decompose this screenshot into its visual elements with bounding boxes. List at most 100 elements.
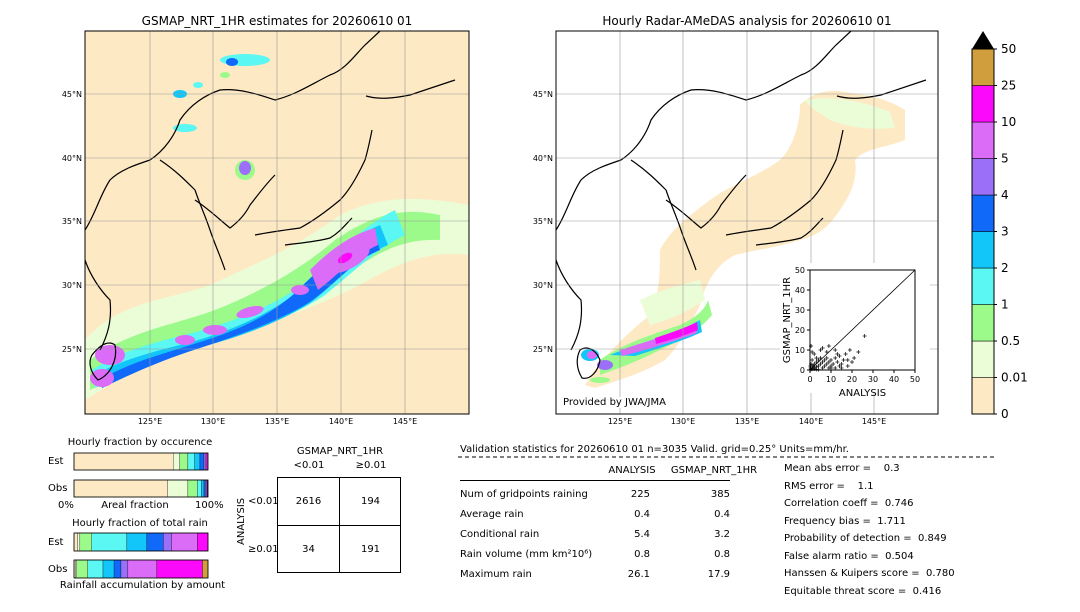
colorbar-extend-triangle <box>972 31 994 49</box>
scatter-point <box>829 358 833 362</box>
colorbar-segment <box>971 158 995 196</box>
colorbar-tick-label: 5 <box>1001 152 1009 166</box>
scatter-point <box>818 362 823 366</box>
scatter-y-tick-label: 10 <box>795 346 805 355</box>
validation-row-analysis: 26.1 <box>627 569 650 580</box>
right-lon-label: 125°E <box>608 417 632 426</box>
totalrain-bar-segment <box>127 559 158 579</box>
left-map-title: GSMAP_NRT_1HR estimates for 20260610 01 <box>141 14 413 28</box>
occurrence-tick-100: 100% <box>195 500 224 511</box>
validation-score: Equitable threat score = 0.416 <box>784 585 942 597</box>
contingency-table: 2616 194 34 191 <box>277 477 401 573</box>
colorbar-segment <box>971 85 995 123</box>
left-lon-label: 140°E <box>329 417 353 426</box>
validation-row: Maximum rain 26.1 17.9 <box>460 569 760 583</box>
scatter-point <box>824 356 829 360</box>
scatter-point <box>816 358 821 362</box>
scatter-point <box>809 344 814 348</box>
colorbar-tick-label: 0.01 <box>1001 371 1028 385</box>
colorbar-tick-label: 4 <box>1001 188 1009 202</box>
colorbar-tick-label: 3 <box>1001 225 1009 239</box>
scatter-point <box>810 350 815 354</box>
contingency-title: GSMAP_NRT_1HR <box>296 446 384 457</box>
validation-score: Frequency bias = 1.711 <box>784 515 906 527</box>
contingency-cell: 191 <box>360 544 381 555</box>
validation-row: Num of gridpoints raining 225 385 <box>460 489 760 503</box>
validation-row-label: Average rain <box>460 509 524 520</box>
occurrence-bar-segment <box>194 452 201 471</box>
totalrain-bar-segment <box>156 559 203 579</box>
scatter-xlabel: ANALYSIS <box>839 388 886 399</box>
colorbar-segment <box>971 267 995 305</box>
scatter-x-tick-label: 40 <box>889 375 899 384</box>
scatter-point <box>839 366 844 370</box>
scatter-point <box>839 362 844 366</box>
scatter-point <box>847 348 852 352</box>
colorbar-tick-label: 1 <box>1001 298 1009 312</box>
scatter-point <box>837 354 842 358</box>
scatter-point <box>809 362 814 366</box>
occurrence-bar-segment <box>203 452 206 471</box>
colorbar-tick-label: 2 <box>1001 261 1009 275</box>
colorbar-segment <box>971 377 995 415</box>
scatter-point <box>833 348 838 352</box>
scatter-y-tick-label: 30 <box>795 306 805 315</box>
scatter-point <box>835 352 840 356</box>
validation-col-gsmap: GSMAP_NRT_1HR <box>670 465 758 476</box>
validation-row-analysis: 0.4 <box>634 509 650 520</box>
right-rain-field <box>581 90 905 388</box>
scatter-point <box>812 367 817 371</box>
left-lon-label: 135°E <box>265 417 289 426</box>
validation-row-label: Num of gridpoints raining <box>460 489 588 500</box>
totalrain-bar-segment <box>76 559 88 579</box>
validation-row-analysis: 0.8 <box>634 549 650 560</box>
scatter-point <box>826 344 831 348</box>
contingency-cell: 2616 <box>295 496 322 507</box>
validation-row-analysis: 225 <box>630 489 650 500</box>
validation-row-label: Rain volume (mm km²10⁶) <box>460 549 593 560</box>
scatter-ylabel: GSMAP_NRT_1HR <box>782 277 793 363</box>
left-lat-label: 40°N <box>62 154 82 163</box>
validation-score: Mean abs error = 0.3 <box>784 463 900 474</box>
right-lat-label: 45°N <box>533 90 553 99</box>
scatter-point <box>833 366 838 370</box>
occurrence-title: Hourly fraction by occurence <box>67 437 213 448</box>
occurrence-bar-segment <box>173 452 181 471</box>
validation-row-analysis: 5.4 <box>634 529 650 540</box>
totalrain-bar-segment <box>146 532 164 552</box>
contingency-col-label: <0.01 <box>293 460 325 471</box>
scatter-plot: 00 10 10 20 20 30 30 40 40 50 50 ANALYSIS GSMAP_NRT_… <box>782 266 920 399</box>
totalrain-bar-segment <box>77 532 81 552</box>
validation-row-gsmap: 0.4 <box>714 509 730 520</box>
colorbar-segment <box>971 194 995 232</box>
occurrence-bar-segment <box>73 452 174 471</box>
validation-score: Probability of detection = 0.849 <box>784 533 947 544</box>
validation-score: Hanssen & Kuipers score = 0.780 <box>784 568 955 579</box>
left-lon-label: 145°E <box>393 417 417 426</box>
right-lon-label: 145°E <box>862 417 886 426</box>
totalrain-bar-segment <box>120 559 129 579</box>
occurrence-bar-segment <box>73 479 168 498</box>
scatter-point <box>852 356 857 360</box>
scatter-point <box>824 350 829 354</box>
validation-row-label: Conditional rain <box>460 529 540 540</box>
scatter-point <box>812 352 817 356</box>
right-lat-label: 35°N <box>533 217 553 226</box>
scatter-point <box>808 364 813 368</box>
scatter-point <box>856 350 861 354</box>
occurrence-xlabel: Areal fraction <box>101 500 169 511</box>
scatter-point <box>814 356 819 360</box>
right-lat-label: 25°N <box>533 345 553 354</box>
left-lon-label: 125°E <box>138 417 162 426</box>
scatter-y-tick-label: 50 <box>795 266 805 275</box>
left-coastlines <box>85 31 456 381</box>
occurrence-bar-segment <box>199 452 205 471</box>
scatter-point <box>822 358 827 362</box>
colorbar-segment <box>971 231 995 269</box>
validation-score: RMS error = 1.1 <box>784 480 874 492</box>
scatter-point <box>841 358 846 362</box>
left-grid <box>85 31 469 414</box>
colorbar-tick-label: 0.5 <box>1001 334 1020 348</box>
validation-row-gsmap: 3.2 <box>714 529 730 540</box>
